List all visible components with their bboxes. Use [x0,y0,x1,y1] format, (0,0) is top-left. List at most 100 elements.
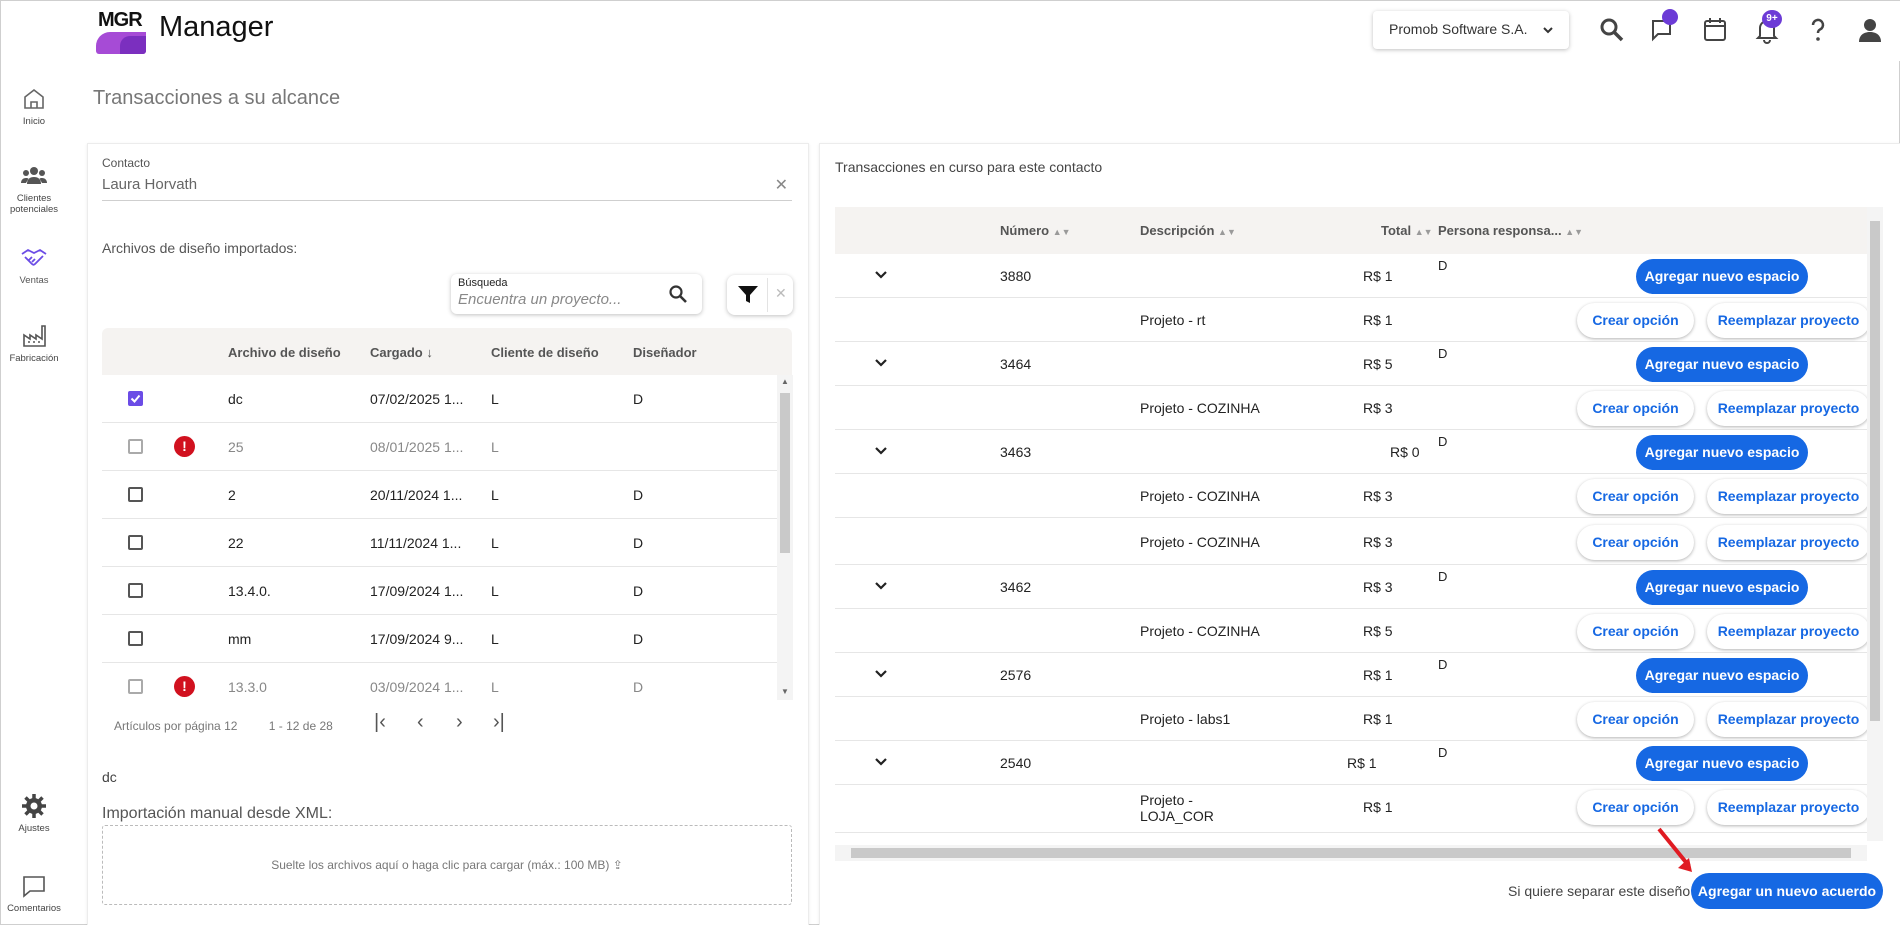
sidebar-item-clientes[interactable]: Clientes potenciales [1,163,67,215]
messages-button[interactable] [1648,9,1678,45]
row-checkbox[interactable] [128,391,143,406]
row-checkbox[interactable] [128,583,143,598]
help-icon[interactable] [1803,15,1833,45]
sidebar-item-inicio[interactable]: Inicio [1,86,67,127]
app-logo[interactable]: MGR [96,4,146,54]
transaction-row[interactable]: 2540 R$ 1 D Agregar nuevo espacio [835,741,1867,785]
option-row[interactable]: Projeto - COZINHA R$ 3 Crear opción Reem… [835,518,1867,565]
column-header-total[interactable]: Total ▲▼ [1381,223,1433,238]
option-row[interactable]: Projeto - COZINHA R$ 3 Crear opción Reem… [835,474,1867,518]
expand-chevron-icon[interactable] [873,443,889,459]
table-row[interactable]: ! 25 08/01/2025 1... L [102,423,777,471]
row-checkbox[interactable] [128,535,143,550]
scrollbar-thumb[interactable] [780,393,790,553]
expand-chevron-icon[interactable] [873,666,889,682]
expand-chevron-icon[interactable] [873,267,889,283]
table-row[interactable]: dc 07/02/2025 1... L D [102,375,777,423]
user-icon[interactable] [1855,15,1885,45]
create-option-button[interactable]: Crear opción [1577,525,1694,560]
column-header-uploaded[interactable]: Cargado ↓ [370,345,433,360]
filter-button[interactable]: ✕ [727,275,793,315]
transactions-vertical-scrollbar[interactable] [1867,207,1883,841]
column-header-file[interactable]: Archivo de diseño [228,345,341,360]
column-header-responsible[interactable]: Persona responsa... ▲▼ [1438,223,1583,238]
replace-project-button[interactable]: Reemplazar proyecto [1707,391,1867,426]
sidebar-item-fabricacion[interactable]: Fabricación [1,323,67,364]
table-row[interactable]: mm 17/09/2024 9... L D [102,615,777,663]
search-icon[interactable] [668,284,688,304]
transaction-row[interactable]: 3464 R$ 5 D Agregar nuevo espacio [835,342,1867,386]
transaction-row[interactable]: 3880 R$ 1 D Agregar nuevo espacio [835,254,1867,298]
add-new-agreement-button[interactable]: Agregar un nuevo acuerdo [1691,873,1883,909]
last-page-icon[interactable]: ›| [493,711,505,733]
items-per-page-value[interactable]: 12 [224,719,238,733]
create-option-button[interactable]: Crear opción [1577,702,1694,737]
factory-icon [23,325,46,347]
replace-project-button[interactable]: Reemplazar proyecto [1707,479,1867,514]
column-header-designer[interactable]: Diseñador [633,345,697,360]
replace-project-button[interactable]: Reemplazar proyecto [1707,525,1867,560]
previous-page-icon[interactable]: ‹ [417,711,424,733]
row-checkbox[interactable] [128,439,143,454]
notifications-button[interactable]: 9+ [1752,10,1782,45]
file-dropzone[interactable]: Suelte los archivos aquí o haga clic par… [102,825,792,905]
add-space-button[interactable]: Agregar nuevo espacio [1636,259,1808,294]
transaction-row[interactable]: 3462 R$ 3 D Agregar nuevo espacio [835,565,1867,609]
project-search[interactable]: Búsqueda Encuentra un proyecto... [451,274,702,314]
option-row[interactable]: Projeto - COZINHA R$ 5 Crear opción Reem… [835,609,1867,653]
expand-chevron-icon[interactable] [873,754,889,770]
table-scrollbar[interactable]: ▲ ▼ [777,375,793,700]
transaction-row[interactable]: 3463 R$ 0 D Agregar nuevo espacio [835,430,1867,474]
table-row[interactable]: ! 13.3.0 03/09/2024 1... L D [102,663,777,700]
calendar-icon[interactable] [1700,15,1730,45]
scroll-up-icon[interactable]: ▲ [781,377,789,386]
add-space-button[interactable]: Agregar nuevo espacio [1636,347,1808,382]
sidebar-item-ventas[interactable]: Ventas [1,245,67,286]
option-row[interactable]: Projeto - COZINHA R$ 3 Crear opción Reem… [835,386,1867,430]
clear-filter-icon[interactable]: ✕ [775,285,787,301]
expand-chevron-icon[interactable] [873,578,889,594]
add-space-button[interactable]: Agregar nuevo espacio [1636,570,1808,605]
option-row[interactable]: Projeto - LOJA_COR R$ 1 Crear opción Ree… [835,785,1867,833]
table-row[interactable]: 13.4.0. 17/09/2024 1... L D [102,567,777,615]
sidebar-item-comentarios[interactable]: Comentarios [1,873,67,914]
transaction-row[interactable]: 2576 R$ 1 D Agregar nuevo espacio [835,653,1867,697]
search-input[interactable]: Encuentra un proyecto... [458,291,622,308]
row-checkbox[interactable] [128,631,143,646]
option-row[interactable]: Projeto - rt R$ 1 Crear opción Reemplaza… [835,298,1867,342]
replace-project-button[interactable]: Reemplazar proyecto [1707,702,1867,737]
transactions-horizontal-scrollbar[interactable] [835,845,1867,861]
create-option-button[interactable]: Crear opción [1577,391,1694,426]
next-page-icon[interactable]: › [456,711,463,733]
contact-field[interactable]: Laura Horvath ✕ [102,173,792,201]
column-header-client[interactable]: Cliente de diseño [491,345,599,360]
row-checkbox[interactable] [128,487,143,502]
scrollbar-thumb[interactable] [1870,221,1880,721]
table-row[interactable]: 22 11/11/2024 1... L D [102,519,777,567]
scrollbar-thumb[interactable] [851,848,1851,858]
expand-chevron-icon[interactable] [873,355,889,371]
search-icon[interactable] [1597,15,1627,45]
create-option-button[interactable]: Crear opción [1577,303,1694,338]
create-option-button[interactable]: Crear opción [1577,790,1694,825]
option-row[interactable]: Projeto - labs1 R$ 1 Crear opción Reempl… [835,697,1867,741]
sidebar-item-ajustes[interactable]: Ajustes [1,793,67,834]
row-checkbox[interactable] [128,679,143,694]
add-space-button[interactable]: Agregar nuevo espacio [1636,435,1808,470]
scroll-down-icon[interactable]: ▼ [781,687,789,696]
table-row[interactable]: 2 20/11/2024 1... L D [102,471,777,519]
add-space-button[interactable]: Agregar nuevo espacio [1636,746,1808,781]
column-header-number[interactable]: Número ▲▼ [1000,223,1071,238]
create-option-button[interactable]: Crear opción [1577,479,1694,514]
create-option-button[interactable]: Crear opción [1577,614,1694,649]
upload-date: 17/09/2024 9... [370,631,464,647]
first-page-icon[interactable]: |‹ [374,711,386,733]
replace-project-button[interactable]: Reemplazar proyecto [1707,614,1867,649]
add-space-button[interactable]: Agregar nuevo espacio [1636,658,1808,693]
replace-project-button[interactable]: Reemplazar proyecto [1707,790,1867,825]
close-icon[interactable]: ✕ [774,177,788,194]
replace-project-button[interactable]: Reemplazar proyecto [1707,303,1867,338]
column-header-description[interactable]: Descripción ▲▼ [1140,223,1236,238]
company-selector[interactable]: Promob Software S.A. [1373,11,1569,49]
